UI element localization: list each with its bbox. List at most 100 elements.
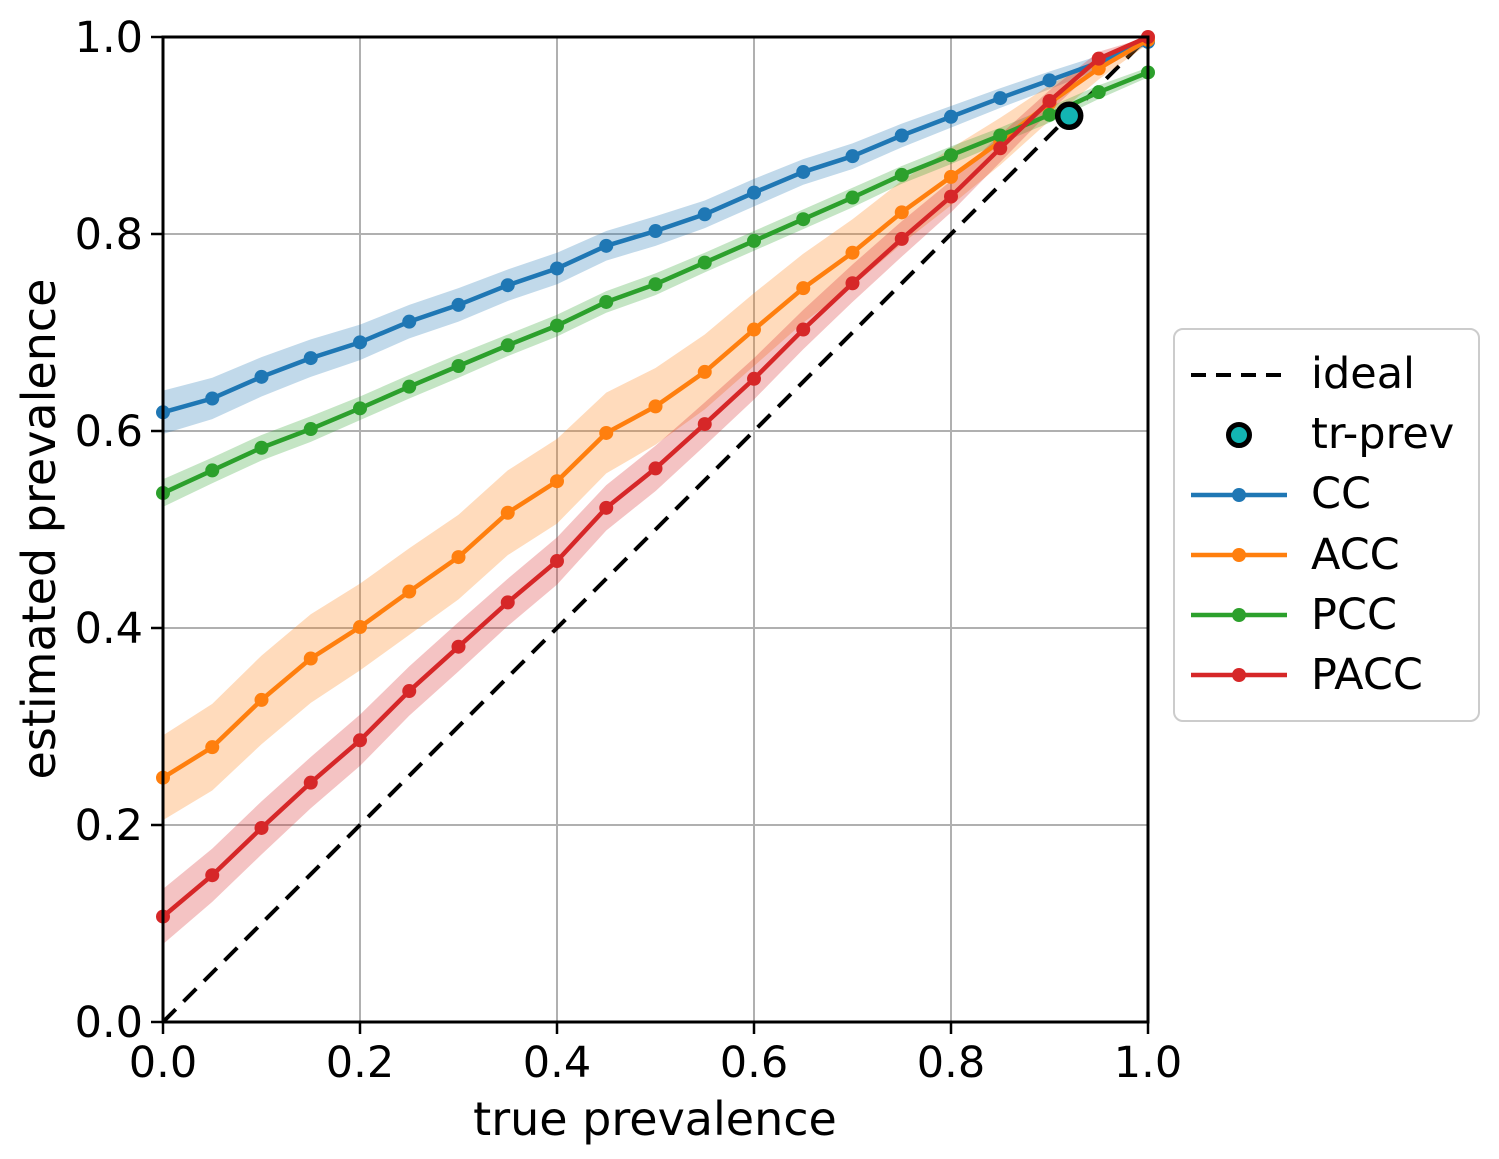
legend-item-ideal: ideal: [1189, 353, 1468, 396]
pacc-point: [648, 461, 663, 476]
pacc-point: [353, 733, 367, 748]
pcc-point: [894, 167, 909, 182]
cc-point: [451, 297, 466, 312]
pacc-point: [894, 231, 909, 246]
acc-point: [894, 205, 909, 220]
tr-prev-marker-icon: [1226, 421, 1252, 448]
acc-point: [353, 620, 367, 635]
legend-label: ideal: [1311, 349, 1415, 400]
pcc-line-icon: [1191, 608, 1287, 623]
pacc-point: [550, 554, 564, 569]
acc-point: [944, 169, 958, 184]
cc-point: [353, 335, 367, 350]
x-tick-label: 0.6: [720, 1038, 788, 1088]
legend-item-tr-prev: tr-prev: [1189, 413, 1468, 456]
cc-point: [796, 164, 811, 179]
acc-point: [1091, 61, 1106, 76]
pcc-point: [353, 401, 367, 416]
pcc-point: [303, 422, 318, 437]
pcc-point: [205, 463, 220, 478]
cc-point: [303, 351, 318, 366]
pcc-point: [451, 358, 466, 373]
pacc-point: [402, 684, 417, 699]
plot-frame: [161, 35, 1150, 1024]
cc-line-icon: [1191, 487, 1287, 502]
pacc-point: [944, 189, 958, 204]
acc-point: [402, 584, 417, 599]
cc-point: [894, 128, 909, 143]
acc-point: [796, 281, 811, 296]
pacc-point: [254, 820, 269, 835]
pacc-point: [500, 595, 515, 610]
pacc-point: [599, 500, 614, 515]
pacc-point: [747, 371, 761, 386]
pacc-point: [1042, 94, 1057, 109]
legend-item-pacc: PACC: [1189, 649, 1468, 700]
pcc-point: [993, 128, 1008, 143]
pcc-point: [648, 277, 663, 292]
pcc-point: [697, 255, 712, 270]
acc-point: [451, 550, 466, 565]
x-tick-label: 1.0: [1114, 1038, 1182, 1088]
pacc-point: [845, 276, 860, 291]
y-tick-label: 0.4: [75, 604, 143, 654]
acc-point: [599, 425, 614, 440]
pcc-point: [747, 233, 761, 248]
x-tick-label: 0.0: [129, 1038, 197, 1088]
x-axis-label: true prevalence: [473, 1092, 837, 1146]
cc-point: [500, 278, 515, 293]
cc-point: [944, 109, 958, 124]
pacc-confidence-band: [163, 37, 1148, 945]
legend-item-acc: ACC: [1189, 529, 1468, 580]
pacc-point: [796, 322, 811, 337]
pcc-point: [944, 148, 958, 163]
y-axis-label: estimated prevalence: [12, 279, 66, 780]
legend-label: CC: [1311, 469, 1372, 520]
y-tick-label: 0.0: [75, 998, 143, 1048]
y-tick-label: 0.2: [75, 801, 143, 851]
acc-point: [303, 651, 318, 666]
cc-point: [747, 185, 761, 200]
cc-point: [205, 391, 220, 406]
ideal-line: [161, 35, 1150, 1024]
acc-point: [747, 322, 761, 337]
x-tick-label: 0.2: [326, 1038, 394, 1088]
pcc-point: [845, 190, 860, 205]
legend-label: PCC: [1311, 589, 1397, 640]
acc-point: [254, 692, 269, 707]
legend-label: ACC: [1311, 529, 1400, 580]
pacc-line-icon: [1191, 668, 1287, 683]
pcc-point: [500, 338, 515, 353]
tr-prev-marker: [1054, 101, 1084, 131]
y-tick-label: 0.8: [75, 210, 143, 260]
pacc-point: [993, 141, 1008, 156]
pcc-point: [1091, 85, 1106, 100]
legend-item-cc: CC: [1189, 473, 1468, 516]
cc-point: [648, 224, 663, 239]
acc-point: [845, 245, 860, 260]
pcc-point: [1042, 107, 1057, 122]
cc-point: [1042, 73, 1057, 88]
cc-point: [993, 91, 1008, 106]
legend-item-pcc: PCC: [1189, 589, 1468, 640]
pcc-point: [550, 318, 564, 333]
pacc-point: [303, 775, 318, 790]
legend-label: PACC: [1311, 649, 1423, 700]
pacc-point: [205, 868, 220, 883]
acc-point: [205, 740, 220, 755]
x-tick-label: 0.4: [523, 1038, 591, 1088]
cc-point: [402, 314, 417, 329]
ideal-dash-icon: [1191, 372, 1287, 377]
cc-point: [697, 207, 712, 222]
pcc-point: [796, 212, 811, 227]
acc-point: [697, 364, 712, 379]
pacc-point: [1091, 51, 1106, 66]
pcc-point: [599, 294, 614, 309]
x-tick-label: 0.8: [917, 1038, 985, 1088]
cc-point: [254, 369, 269, 384]
acc-point: [500, 505, 515, 520]
pacc-point: [697, 417, 712, 432]
legend-label: tr-prev: [1311, 409, 1455, 460]
legend: ideal tr-prev CC ACC: [1173, 328, 1480, 722]
